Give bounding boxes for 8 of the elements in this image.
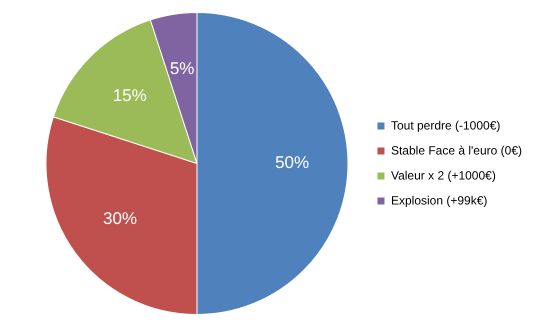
data-label: 5% [170,59,194,78]
legend-label: Tout perdre (-1000€) [390,118,500,132]
legend-label: Stable Face à l'euro (0€) [390,143,522,158]
legend-label: Valeur x 2 (+1000€) [390,168,496,182]
legend-label: Explosion (+99k€) [390,193,488,208]
data-label: 15% [112,86,147,105]
data-label: 50% [275,153,310,172]
data-label: 30% [103,209,138,228]
